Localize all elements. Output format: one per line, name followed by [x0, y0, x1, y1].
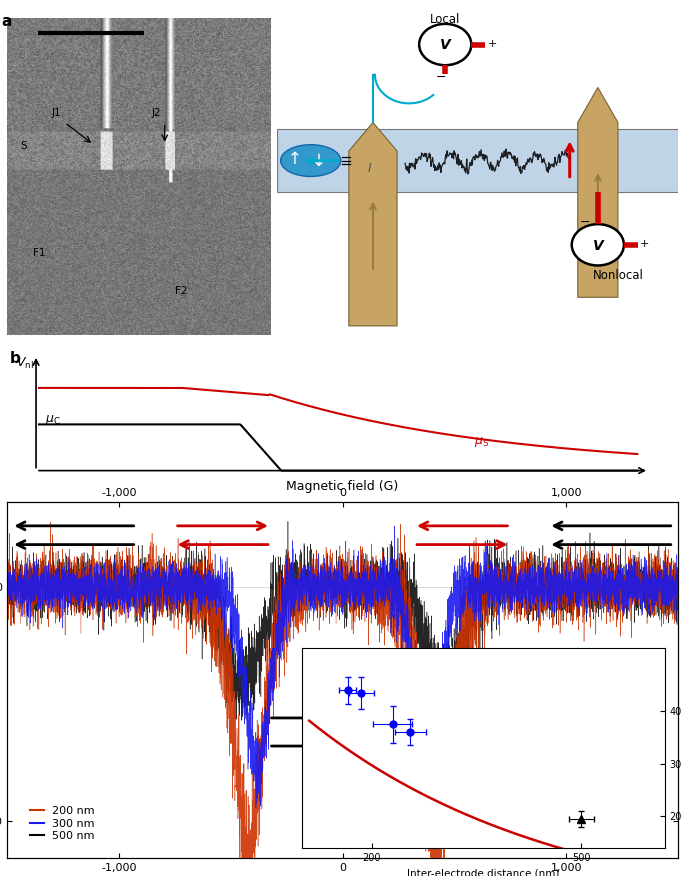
Text: b: b	[10, 351, 21, 366]
Text: $I$: $I$	[367, 162, 373, 174]
Text: $\mu_{\rm S}$: $\mu_{\rm S}$	[474, 434, 489, 449]
Text: F1: F1	[33, 248, 46, 258]
300 nm	[256, 745, 264, 755]
500 nm	[162, 605, 171, 616]
300 nm	[3, 572, 11, 583]
200 nm	[3, 585, 11, 596]
300 nm	[303, 578, 312, 589]
Text: $V_{\rm nl}$: $V_{\rm nl}$	[16, 356, 34, 371]
Circle shape	[572, 224, 624, 265]
200 nm	[159, 583, 167, 593]
Text: J2: J2	[151, 108, 161, 118]
300 nm	[159, 577, 167, 588]
Line: 500 nm: 500 nm	[7, 521, 678, 721]
500 nm	[303, 562, 312, 572]
Text: or: or	[336, 767, 349, 781]
500 nm	[669, 583, 677, 594]
Text: Local: Local	[430, 12, 460, 25]
300 nm	[162, 604, 171, 614]
200 nm	[166, 597, 174, 608]
500 nm	[3, 562, 11, 573]
Text: S: S	[20, 141, 27, 152]
Text: $\mu_{\rm C}$: $\mu_{\rm C}$	[45, 413, 60, 427]
300 nm	[252, 802, 260, 813]
500 nm	[256, 671, 264, 682]
Polygon shape	[577, 88, 618, 297]
Text: J1: J1	[51, 108, 61, 118]
Line: 300 nm: 300 nm	[7, 526, 678, 808]
Text: V: V	[593, 239, 603, 253]
Text: −: −	[435, 71, 446, 84]
Bar	[277, 129, 678, 193]
Text: F2: F2	[175, 286, 188, 296]
200 nm	[669, 556, 677, 567]
Text: −: −	[580, 216, 590, 229]
500 nm	[436, 716, 444, 726]
Polygon shape	[349, 123, 397, 326]
500 nm	[674, 586, 682, 597]
Text: +: +	[640, 239, 649, 249]
Line: 200 nm: 200 nm	[7, 522, 678, 876]
200 nm	[256, 787, 264, 797]
Text: Magnetic field (G): Magnetic field (G)	[286, 480, 399, 493]
200 nm	[162, 568, 171, 578]
200 nm	[303, 618, 312, 629]
500 nm	[166, 572, 174, 583]
300 nm	[674, 570, 682, 581]
Text: a: a	[1, 14, 12, 29]
Circle shape	[419, 24, 471, 65]
300 nm	[166, 586, 174, 597]
Text: V: V	[440, 39, 451, 53]
300 nm	[390, 520, 399, 531]
Text: +: +	[488, 39, 497, 48]
500 nm	[159, 587, 167, 597]
Legend: 200 nm, 300 nm, 500 nm: 200 nm, 300 nm, 500 nm	[26, 802, 99, 846]
Text: ↑: ↑	[288, 150, 301, 168]
200 nm	[674, 580, 682, 590]
200 nm	[47, 517, 55, 527]
Text: ↓: ↓	[312, 152, 325, 170]
Text: Nonlocal: Nonlocal	[593, 269, 643, 281]
300 nm	[669, 575, 677, 585]
500 nm	[284, 516, 292, 526]
Ellipse shape	[281, 145, 341, 176]
